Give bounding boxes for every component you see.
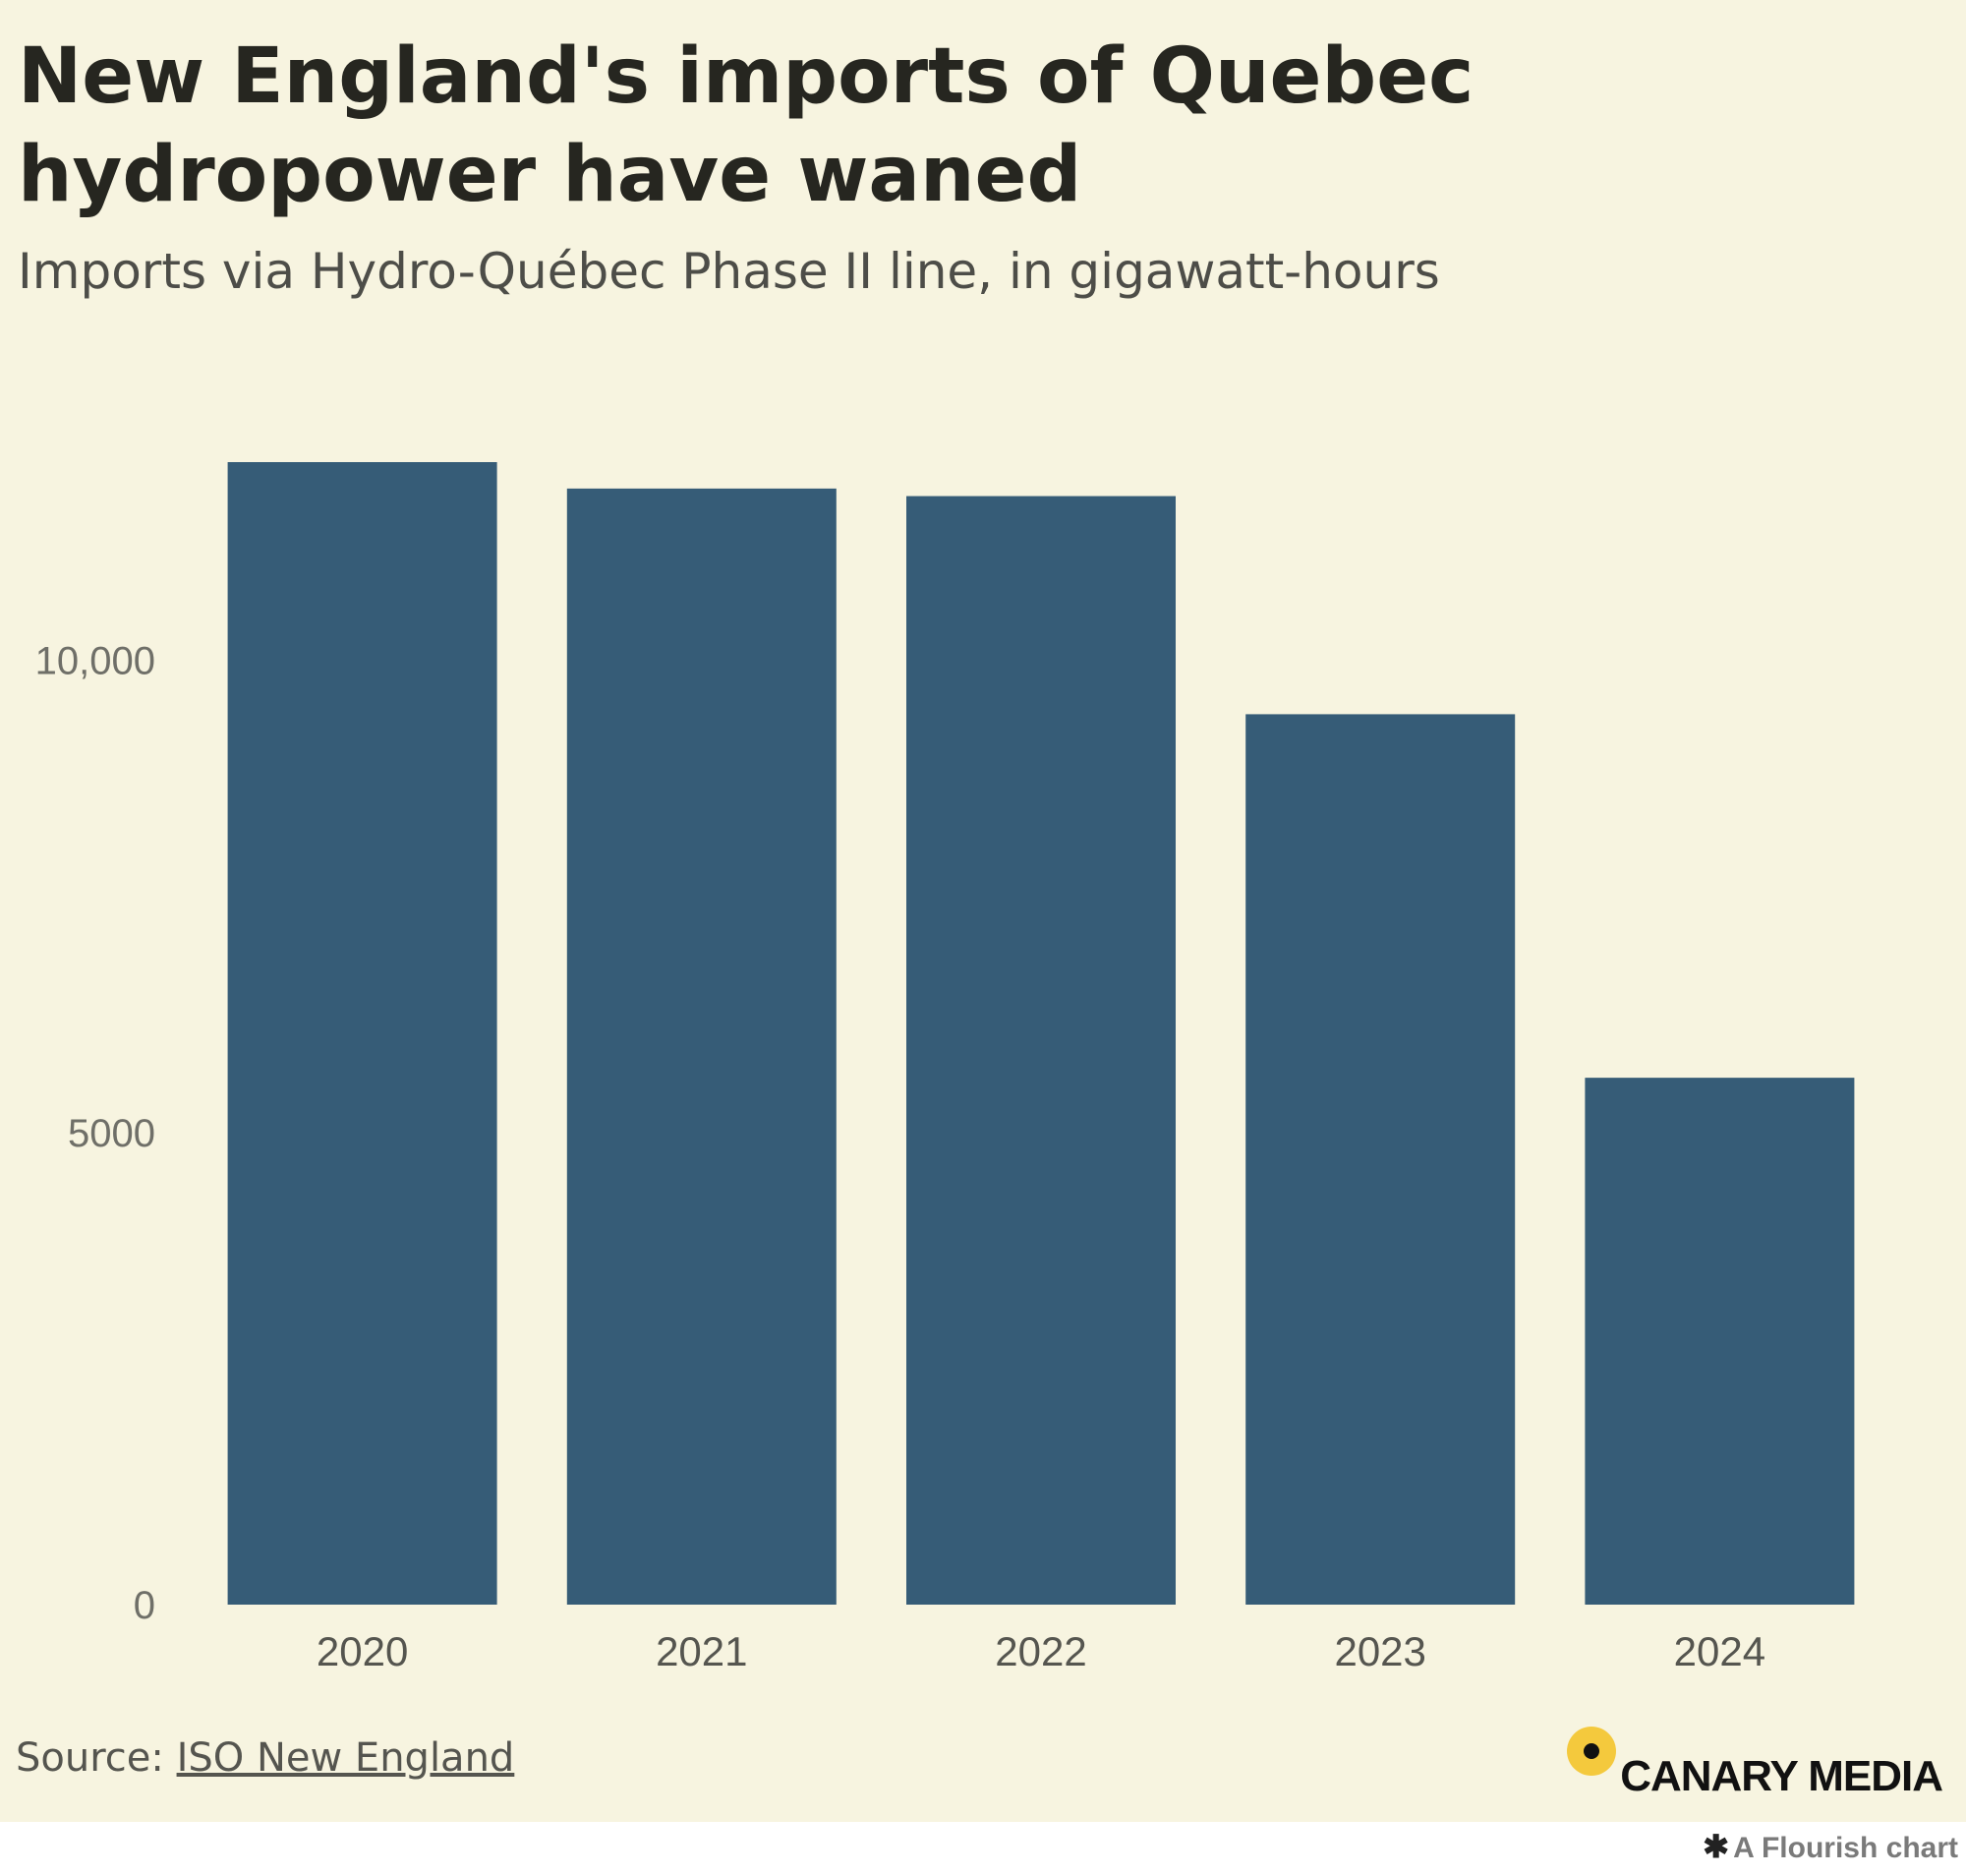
flourish-credit[interactable]: ✱ A Flourish chart	[1703, 1827, 1958, 1868]
brand-name: CANARY MEDIA	[1620, 1752, 1943, 1800]
source-note: Source: ISO New England	[16, 1733, 514, 1783]
y-tick-label: 5000	[68, 1112, 155, 1155]
source-link[interactable]: ISO New England	[176, 1735, 515, 1781]
bar-2023[interactable]	[1245, 714, 1516, 1605]
y-tick-label: 10,000	[35, 640, 155, 683]
bar-2021[interactable]	[566, 488, 837, 1605]
bar-2024[interactable]	[1585, 1078, 1855, 1605]
canary-dot-icon	[1567, 1727, 1617, 1776]
chart-title: New England's imports of Quebec hydropow…	[18, 32, 1474, 219]
x-tick-label: 2022	[995, 1628, 1086, 1674]
chart-card: New England's imports of Quebec hydropow…	[0, 0, 1966, 1822]
brand-logo: CANARY MEDIA	[1567, 1723, 1943, 1801]
chart-subtitle: Imports via Hydro-Québec Phase II line, …	[18, 243, 1440, 300]
flourish-label: A Flourish chart	[1733, 1832, 1958, 1864]
bar-2022[interactable]	[906, 496, 1176, 1605]
bar-chart: 0 5000 10,000 2020 2021 2022 2023 2024	[35, 462, 1855, 1674]
flourish-asterisk-icon: ✱	[1703, 1829, 1730, 1864]
x-tick-label: 2021	[656, 1628, 747, 1674]
source-prefix: Source:	[16, 1735, 177, 1781]
bar-2020[interactable]	[227, 462, 497, 1605]
y-tick-label: 0	[134, 1584, 155, 1627]
x-tick-label: 2024	[1674, 1628, 1765, 1674]
x-tick-label: 2023	[1334, 1628, 1425, 1674]
x-tick-label: 2020	[317, 1628, 408, 1674]
